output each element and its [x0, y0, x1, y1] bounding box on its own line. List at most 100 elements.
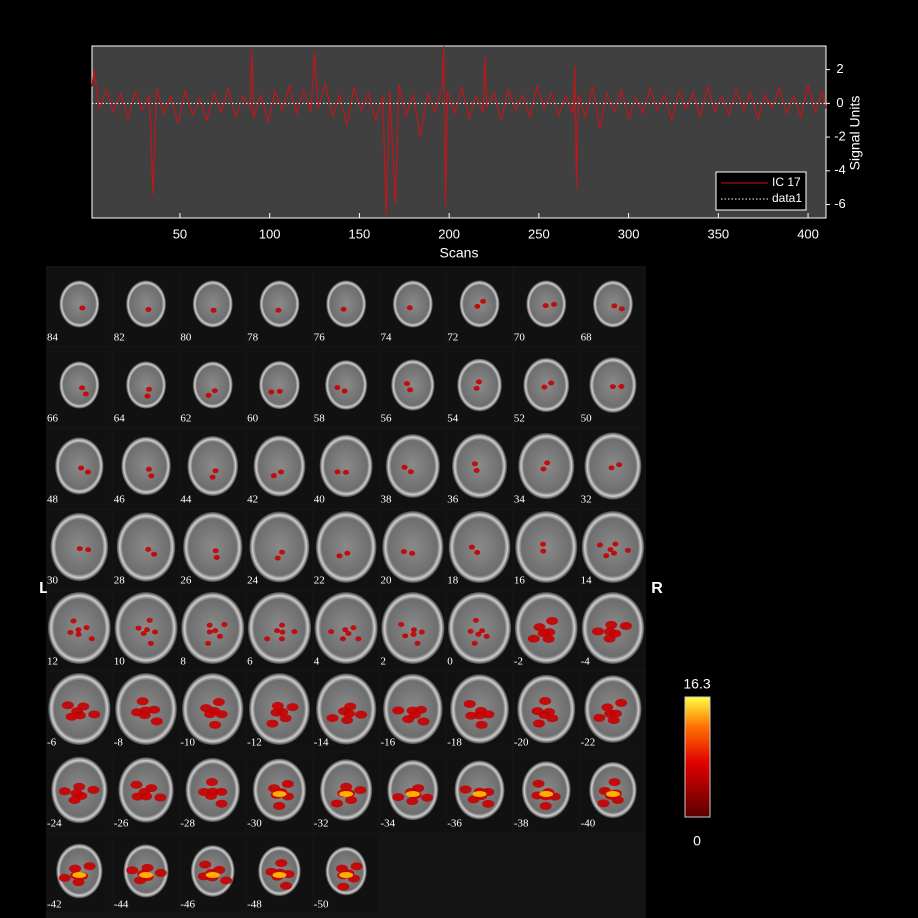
slice: 2 — [380, 591, 446, 670]
activation — [482, 710, 495, 719]
x-tick-label: 400 — [797, 226, 819, 241]
legend-box — [715, 171, 807, 211]
slice-label: -34 — [381, 818, 396, 830]
series-line — [91, 45, 827, 215]
activation — [154, 793, 167, 802]
activation — [597, 799, 610, 808]
activation — [546, 616, 559, 625]
slice: 82 — [113, 267, 179, 346]
slice-label: -40 — [581, 818, 596, 830]
activation — [212, 628, 219, 634]
activation — [278, 636, 285, 642]
slice-label: 34 — [514, 494, 526, 506]
slice-label: 18 — [447, 575, 459, 587]
activation — [480, 298, 487, 304]
activation — [471, 461, 478, 467]
activation — [473, 385, 480, 391]
activation — [75, 627, 82, 633]
activation — [403, 381, 410, 387]
activation — [472, 617, 479, 623]
activation — [84, 469, 91, 475]
slice: 76 — [313, 267, 379, 346]
activation — [611, 796, 624, 805]
activation — [85, 547, 92, 553]
colorbar-max: 16.3 — [683, 676, 710, 692]
slice: 16 — [513, 510, 579, 589]
activation — [540, 541, 547, 547]
slice-label: 58 — [314, 413, 326, 425]
slice-label: 24 — [247, 575, 259, 587]
activation — [334, 385, 341, 391]
activation — [82, 391, 89, 397]
activation — [200, 704, 213, 713]
slice: -36 — [447, 753, 512, 832]
activation — [77, 702, 90, 711]
activation — [539, 697, 552, 706]
activation — [280, 881, 293, 890]
activation — [140, 792, 153, 801]
orientation-left: L — [39, 580, 49, 597]
slice-label: 76 — [314, 332, 326, 344]
activation — [542, 303, 549, 309]
activation — [75, 631, 82, 637]
activation-peak — [539, 791, 554, 797]
legend-label: IC 17 — [772, 175, 801, 189]
slice-label: -26 — [114, 818, 129, 830]
slice-label: -4 — [581, 656, 591, 668]
slice: -40 — [580, 753, 646, 832]
slice: 44 — [180, 429, 246, 508]
slice: 20 — [380, 510, 446, 589]
slice: 10 — [113, 591, 179, 670]
activation — [354, 786, 367, 795]
brain — [126, 280, 167, 328]
brain — [451, 433, 508, 499]
activation — [340, 782, 353, 791]
activation — [212, 548, 219, 554]
activation — [619, 622, 632, 630]
y-tick-label: 2 — [836, 61, 843, 76]
slice-label: 80 — [180, 332, 192, 344]
slice-label: 20 — [381, 575, 393, 587]
activation-peak — [139, 872, 154, 878]
brain — [319, 434, 373, 498]
activation — [79, 385, 86, 391]
brain — [181, 592, 245, 664]
activation — [73, 782, 86, 791]
activation — [145, 466, 152, 472]
activation — [67, 630, 74, 636]
x-tick-label: 150 — [349, 226, 371, 241]
activation — [407, 469, 414, 475]
slice-label: 38 — [381, 494, 393, 506]
activation-peak — [72, 872, 87, 878]
activation — [134, 876, 147, 885]
brain — [326, 280, 367, 328]
brain — [457, 358, 502, 412]
activation — [337, 882, 350, 891]
slice-label: -24 — [47, 818, 62, 830]
slice: 58 — [313, 348, 379, 427]
activation — [482, 799, 495, 808]
slice: 14 — [580, 510, 646, 589]
activation — [527, 634, 540, 643]
slice: -2 — [513, 591, 579, 670]
activation-peak — [472, 791, 487, 797]
activation — [276, 388, 283, 394]
activation — [273, 801, 286, 810]
slice: 32 — [580, 429, 646, 508]
colorbar — [684, 696, 711, 818]
slice: 52 — [513, 348, 579, 427]
activation — [475, 720, 488, 729]
activation — [467, 628, 474, 634]
activation — [483, 633, 490, 639]
slice: 34 — [513, 429, 579, 508]
activation — [213, 865, 226, 874]
slice-label: 32 — [581, 494, 592, 506]
activation-peak — [605, 791, 620, 797]
activation — [150, 717, 163, 726]
slice-label: -44 — [114, 899, 129, 911]
activation — [274, 628, 281, 634]
slice: 70 — [513, 267, 579, 346]
activation — [279, 629, 286, 635]
brain — [584, 675, 642, 743]
